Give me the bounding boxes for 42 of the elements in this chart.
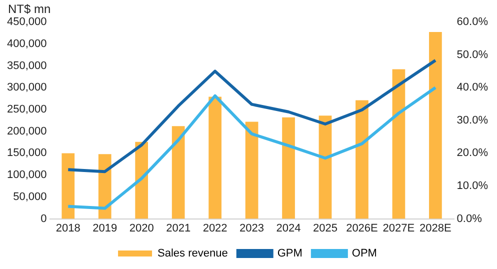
x-tick-label: 2023 [240, 222, 264, 234]
y2-tick-label: 40.0% [456, 82, 488, 94]
y-tick-label: 150,000 [6, 147, 47, 160]
bar [356, 100, 368, 219]
y-tick-label: 400,000 [6, 38, 47, 50]
x-tick-label: 2018 [56, 222, 80, 234]
legend-label: GPM [277, 248, 302, 260]
y-tick-label: 100,000 [6, 169, 47, 182]
y-tick-label: 200,000 [6, 125, 47, 138]
bar [172, 126, 185, 219]
y2-tick-label: 20.0% [456, 147, 488, 160]
y2-tick-label: 10.0% [456, 180, 488, 192]
x-tick-label: 2025 [313, 222, 338, 234]
legend-label: Sales revenue [158, 248, 228, 260]
bar [62, 153, 75, 219]
x-tick-label: 2028E [420, 222, 452, 234]
legend-label: OPM [352, 248, 377, 260]
bar [429, 32, 442, 219]
bar [318, 116, 332, 219]
y-tick-label: 350,000 [6, 60, 47, 72]
bar [208, 96, 222, 219]
x-tick-label: 2027E [382, 222, 415, 234]
y-tick-label: 0 [40, 212, 47, 225]
y2-tick-label: 30.0% [456, 114, 488, 126]
bar [135, 142, 148, 219]
x-tick-label: 2026E [346, 222, 378, 234]
x-tick-label: 2024 [276, 222, 301, 234]
bar [392, 69, 406, 219]
y-tick-label: 450,000 [6, 16, 47, 28]
x-tick-label: 2019 [92, 222, 118, 234]
x-tick-label: 2022 [202, 222, 228, 234]
y2-tick-label: 0.0% [456, 212, 482, 225]
y-tick-label: 50,000 [13, 190, 47, 203]
y2-tick-label: 50.0% [456, 48, 488, 61]
y-tick-label: 300,000 [6, 82, 47, 94]
bar [245, 122, 258, 219]
x-tick-label: 2021 [166, 222, 191, 234]
y-axis-title: NT$ mn [8, 2, 51, 16]
bar [282, 117, 295, 219]
y2-tick-label: 60.0% [456, 16, 488, 28]
y-tick-label: 250,000 [6, 104, 47, 116]
x-tick-label: 2020 [129, 222, 154, 234]
